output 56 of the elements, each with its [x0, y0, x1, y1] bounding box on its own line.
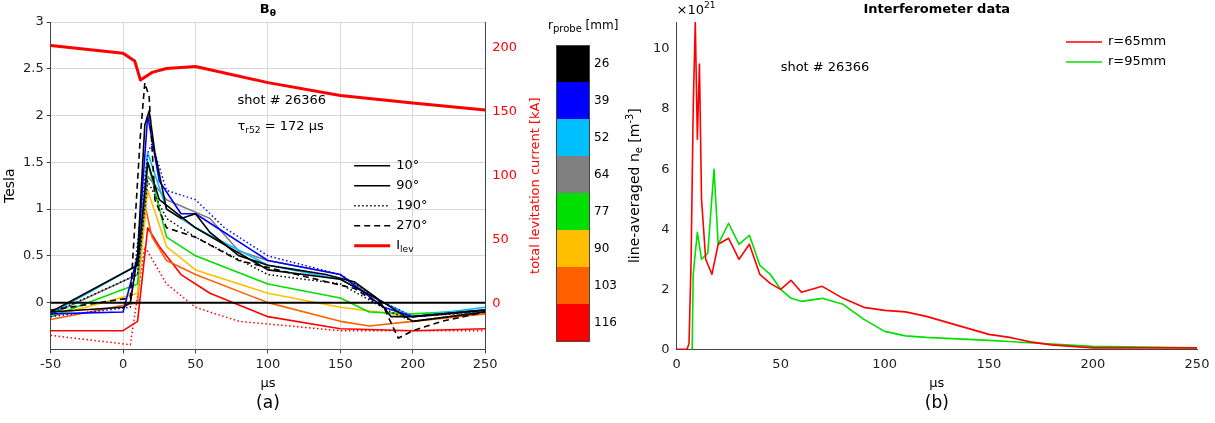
y-tick-label: 2	[35, 106, 44, 122]
color-bar-title: r$_{probe}$ [mm]	[548, 18, 619, 35]
legend-label: 270°	[396, 217, 428, 233]
text: (a)	[256, 392, 280, 413]
x-tick-label: 0	[118, 355, 128, 371]
color-bar-label: 39	[594, 92, 610, 107]
annotation: shot # 26366	[780, 59, 870, 75]
y-tick-label: 4	[661, 220, 670, 236]
y2-axis-title: total levitation current [kA]	[527, 97, 543, 274]
y-tick-label: 10	[653, 40, 670, 56]
y-tick-label: 0	[35, 294, 44, 309]
x-tick-label: 0	[672, 355, 681, 371]
x-tick-label: 200	[400, 355, 426, 371]
y-axis-title: Tesla	[0, 168, 17, 204]
x-tick-label: 250	[472, 355, 498, 371]
legend-label: 190°	[396, 197, 428, 213]
y2-tick-label: 150	[492, 103, 518, 119]
x-tick-label: 150	[327, 355, 353, 371]
y-tick-label: 0	[661, 340, 670, 356]
y2-tick-label: 100	[492, 167, 518, 183]
chart-title: Interferometer data	[863, 1, 1011, 17]
color-bar-label: 64	[594, 166, 610, 181]
legend-label: r=95mm	[1108, 53, 1167, 69]
y-axis-title: line-averaged ne [m-3]	[623, 108, 644, 264]
y-tick-label: 1	[35, 200, 44, 216]
legend-label: 10°	[396, 157, 420, 173]
x-tick-label: 100	[872, 355, 898, 371]
y2-tick-label: 200	[492, 39, 518, 55]
color-bar-label: 77	[594, 203, 610, 218]
x-tick-label: 200	[1080, 355, 1106, 371]
y-tick-label: 1.5	[22, 153, 44, 169]
x-axis-title: μs	[929, 374, 945, 390]
y-tick-label: 3	[35, 13, 44, 29]
legend-label: 90°	[396, 177, 420, 193]
color-bar-label: 26	[594, 55, 610, 70]
x-axis-title: μs	[260, 374, 276, 390]
x-tick-label: 50	[187, 355, 204, 371]
x-tick-label: 50	[772, 355, 789, 371]
color-bar-label: 103	[594, 277, 617, 292]
x-tick-label: 100	[255, 355, 281, 371]
color-bar-label: 90	[594, 240, 610, 255]
y-tick-label: 2	[661, 280, 670, 296]
color-bar-label: 52	[594, 129, 610, 144]
x-tick-label: 250	[1184, 355, 1210, 371]
x-tick-label: 150	[976, 355, 1002, 371]
y2-tick-label: 0	[492, 295, 501, 311]
legend-label: r=65mm	[1108, 33, 1167, 49]
annotation: shot # 26366	[237, 91, 327, 107]
text: (b)	[924, 392, 949, 413]
y-tick-label: 2.5	[22, 60, 44, 76]
y-tick-label: 8	[661, 100, 670, 116]
x-tick-label: -50	[40, 355, 62, 371]
y-tick-label: 6	[661, 160, 670, 176]
color-bar-label: 116	[594, 314, 617, 329]
y2-tick-label: 50	[492, 231, 509, 247]
y-tick-label: 0.5	[22, 247, 44, 263]
